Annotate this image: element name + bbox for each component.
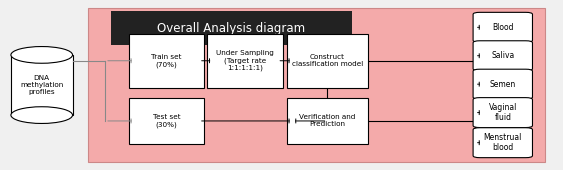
Text: Blood: Blood [492, 23, 513, 32]
Ellipse shape [11, 47, 73, 63]
Text: Menstrual
blood: Menstrual blood [484, 133, 522, 152]
Text: Verification and
Prediction: Verification and Prediction [300, 114, 356, 128]
Text: Saliva: Saliva [491, 51, 515, 60]
FancyBboxPatch shape [473, 69, 533, 99]
Text: Vaginal
fluid: Vaginal fluid [489, 103, 517, 122]
FancyBboxPatch shape [129, 98, 204, 144]
Text: Under Sampling
(Target rate
1:1:1:1:1): Under Sampling (Target rate 1:1:1:1:1) [216, 50, 274, 71]
Text: Train set
(70%): Train set (70%) [151, 54, 182, 67]
Text: Test set
(30%): Test set (30%) [153, 114, 181, 128]
Text: Overall Analysis diagram: Overall Analysis diagram [157, 22, 305, 35]
FancyBboxPatch shape [473, 128, 533, 158]
FancyBboxPatch shape [207, 34, 283, 88]
FancyBboxPatch shape [473, 98, 533, 128]
Text: Construct
classification model: Construct classification model [292, 54, 363, 67]
Ellipse shape [11, 107, 73, 123]
FancyBboxPatch shape [88, 8, 545, 162]
Text: DNA
methylation
profiles: DNA methylation profiles [20, 75, 64, 95]
FancyBboxPatch shape [287, 34, 368, 88]
FancyBboxPatch shape [473, 41, 533, 71]
FancyBboxPatch shape [473, 12, 533, 42]
FancyBboxPatch shape [287, 98, 368, 144]
Text: Semen: Semen [490, 80, 516, 89]
FancyBboxPatch shape [11, 55, 73, 115]
FancyBboxPatch shape [111, 11, 351, 45]
FancyBboxPatch shape [129, 34, 204, 88]
